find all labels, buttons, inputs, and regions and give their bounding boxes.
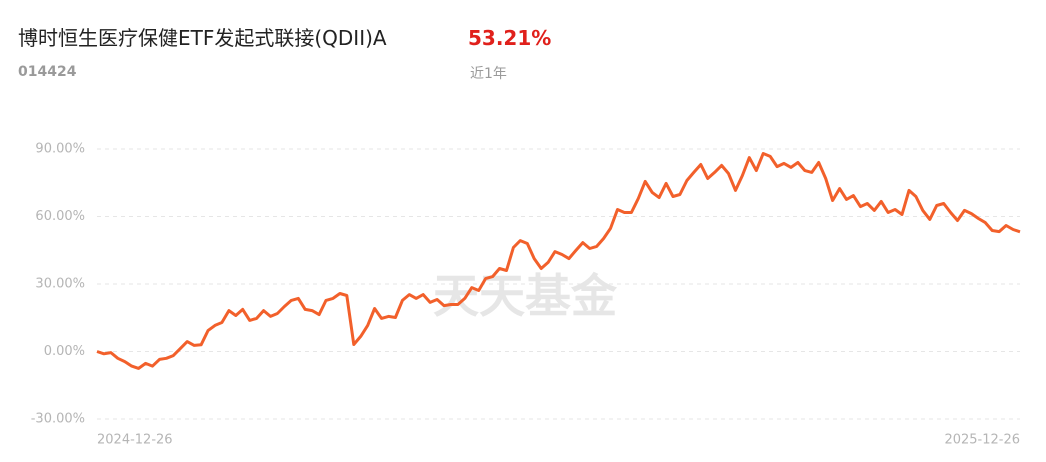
y-tick-label: -30.00% [31, 412, 85, 427]
y-tick-label: 90.00% [35, 142, 85, 157]
fund-title: 博时恒生医疗保健ETF发起式联接(QDII)A [18, 26, 387, 50]
y-tick-label: 0.00% [44, 344, 85, 359]
watermark: 天天基金 [433, 269, 618, 323]
return: 53.21% [468, 26, 551, 50]
x-tick-label: 2024-12-26 [97, 433, 173, 448]
period: 近1年 [470, 66, 507, 82]
y-tick-label: 30.00% [35, 277, 85, 292]
fund-code: 014424 [18, 64, 77, 80]
line [96, 152, 1021, 370]
x-tick-label: 2025-12-26 [944, 433, 1020, 448]
y-tick-label: 60.00% [35, 209, 85, 224]
